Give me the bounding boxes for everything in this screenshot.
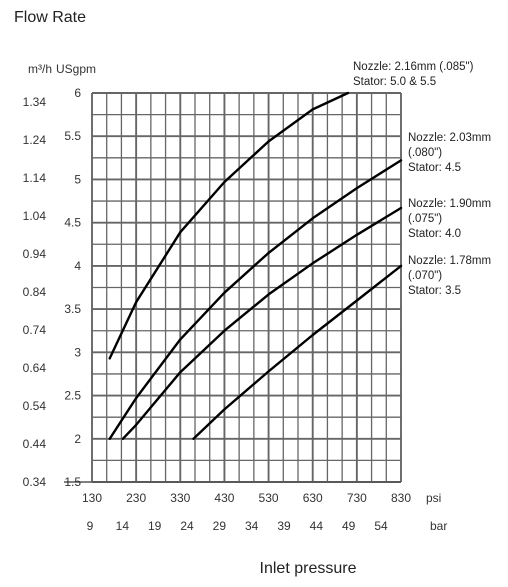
x-tick-label-psi: 230 bbox=[126, 491, 146, 505]
x-axis-title: Inlet pressure bbox=[260, 560, 357, 577]
y-tick-label-m3h: 1.24 bbox=[23, 133, 47, 147]
series-line-2 bbox=[108, 159, 403, 440]
x-unit-primary: psi bbox=[426, 491, 441, 505]
series-line-1 bbox=[108, 91, 350, 360]
x-tick-label-bar: 14 bbox=[116, 519, 130, 533]
y-tick-label-usgpm: 2 bbox=[74, 432, 81, 446]
x-tick-label-bar: 39 bbox=[277, 519, 291, 533]
y-tick-label-m3h: 0.84 bbox=[23, 285, 47, 299]
x-tick-label-bar: 44 bbox=[310, 519, 324, 533]
chart-title: Flow Rate bbox=[14, 9, 86, 26]
x-tick-label-psi: 130 bbox=[82, 491, 102, 505]
x-tick-label-psi: 330 bbox=[170, 491, 190, 505]
y-ticks-m3h: 0.34 0.44 0.54 0.64 0.74 0.84 0.94 1.04 1.14 1.24… bbox=[23, 95, 47, 489]
x-tick-label-psi: 830 bbox=[391, 491, 411, 505]
x-tick-label-bar: 49 bbox=[342, 519, 356, 533]
series-line-3 bbox=[121, 206, 403, 440]
x-tick-label-psi: 430 bbox=[214, 491, 234, 505]
y-unit-secondary: m³/h bbox=[28, 62, 52, 76]
y-tick-label-usgpm: 2.5 bbox=[64, 389, 81, 403]
series-label-4-line-3: Stator: 3.5 bbox=[408, 285, 461, 297]
x-tick-label-bar: 24 bbox=[180, 519, 194, 533]
x-tick-label-psi: 630 bbox=[303, 491, 323, 505]
y-tick-label-usgpm: 1.5 bbox=[64, 475, 81, 489]
y-ticks-usgpm: 1.5 2 2.5 3 3.5 4 4.5 5 5.5 6 bbox=[64, 86, 81, 489]
x-unit-secondary: bar bbox=[430, 519, 447, 533]
y-tick-label-usgpm: 3.5 bbox=[64, 302, 81, 316]
series-lines bbox=[108, 91, 403, 440]
y-tick-label-m3h: 0.74 bbox=[23, 323, 47, 337]
x-ticks-psi: 130 230 330 430 530 630 730 830 bbox=[82, 491, 411, 505]
x-tick-label-psi: 730 bbox=[347, 491, 367, 505]
y-tick-label-m3h: 0.34 bbox=[23, 475, 47, 489]
series-labels: Nozzle: 2.16mm (.085") Stator: 5.0 & 5.5 N… bbox=[353, 61, 491, 297]
y-tick-label-m3h: 0.44 bbox=[23, 437, 47, 451]
y-unit-primary: USgpm bbox=[56, 62, 96, 76]
x-ticks-bar: 9 14 19 24 29 34 39 44 49 54 bbox=[87, 519, 388, 533]
y-tick-label-usgpm: 5.5 bbox=[64, 129, 81, 143]
x-tick-label-bar: 9 bbox=[87, 519, 94, 533]
series-label-2-line-2: (.080") bbox=[408, 147, 442, 159]
series-label-3-line-3: Stator: 4.0 bbox=[408, 228, 461, 240]
y-tick-label-usgpm: 4 bbox=[74, 259, 81, 273]
series-label-3-line-1: Nozzle: 1.90mm bbox=[408, 198, 491, 210]
x-tick-label-bar: 19 bbox=[148, 519, 162, 533]
y-tick-label-usgpm: 3 bbox=[74, 345, 81, 359]
y-tick-label-usgpm: 5 bbox=[74, 172, 81, 186]
y-tick-label-m3h: 0.94 bbox=[23, 247, 47, 261]
y-tick-label-usgpm: 6 bbox=[74, 86, 81, 100]
y-tick-label-usgpm: 4.5 bbox=[64, 216, 81, 230]
y-tick-label-m3h: 1.04 bbox=[23, 209, 47, 223]
x-tick-label-psi: 530 bbox=[259, 491, 279, 505]
x-tick-label-bar: 29 bbox=[213, 519, 227, 533]
series-label-1-line-2: Stator: 5.0 & 5.5 bbox=[353, 76, 436, 88]
y-tick-label-m3h: 1.14 bbox=[23, 171, 47, 185]
series-label-4-line-2: (.070") bbox=[408, 270, 442, 282]
series-line-4 bbox=[192, 264, 403, 440]
y-tick-label-m3h: 1.34 bbox=[23, 95, 47, 109]
series-label-4-line-1: Nozzle: 1.78mm bbox=[408, 255, 491, 267]
x-tick-label-bar: 34 bbox=[245, 519, 259, 533]
grid bbox=[64, 92, 402, 483]
x-tick-label-bar: 54 bbox=[374, 519, 388, 533]
series-label-1-line-1: Nozzle: 2.16mm (.085") bbox=[353, 61, 474, 73]
series-label-2-line-1: Nozzle: 2.03mm bbox=[408, 132, 491, 144]
series-label-2-line-3: Stator: 4.5 bbox=[408, 162, 461, 174]
y-tick-label-m3h: 0.54 bbox=[23, 399, 47, 413]
series-label-3-line-2: (.075") bbox=[408, 213, 442, 225]
y-tick-label-m3h: 0.64 bbox=[23, 361, 47, 375]
